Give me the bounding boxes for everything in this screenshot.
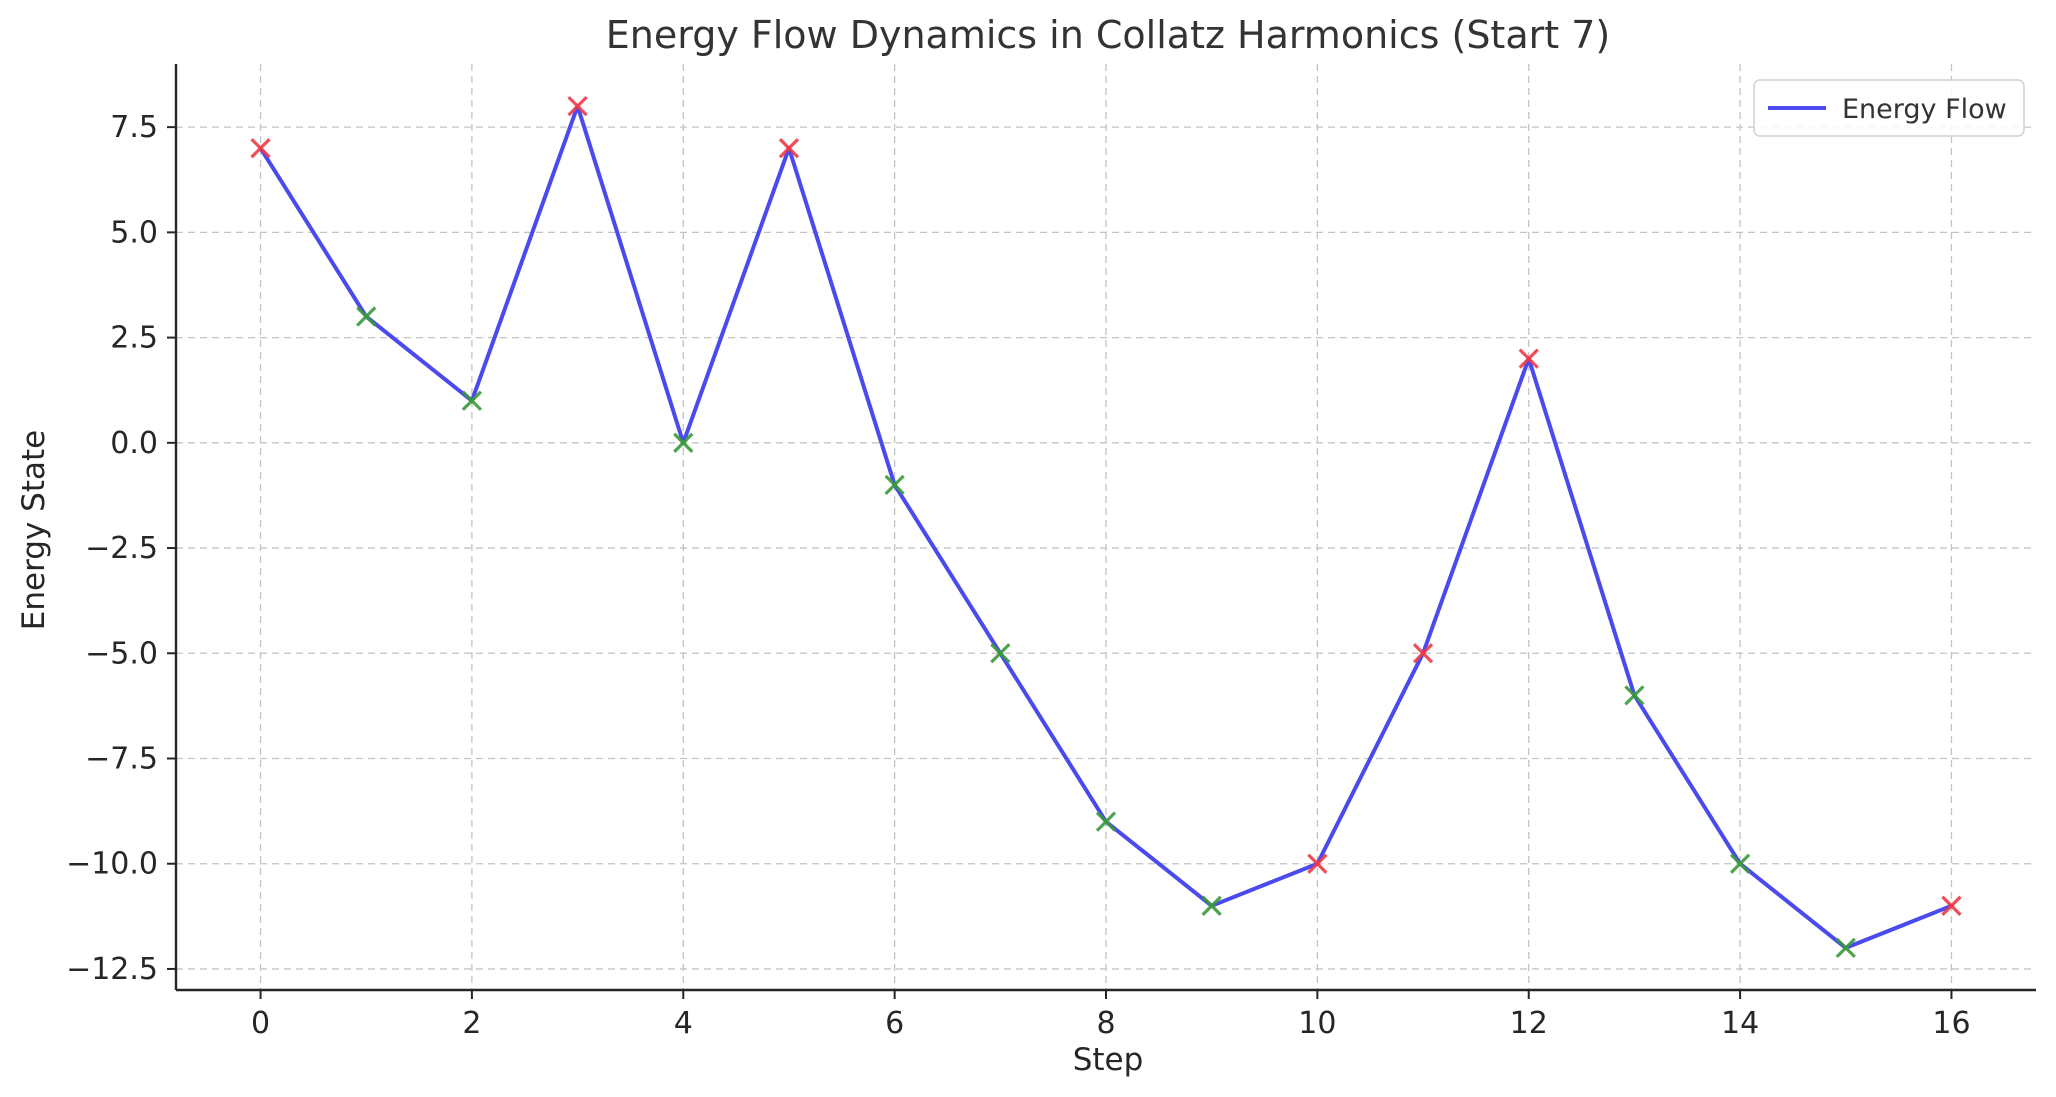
y-tick-label: −7.5 [85, 742, 158, 777]
x-tick-label: 10 [1298, 1006, 1336, 1041]
x-axis-title: Step [1073, 1042, 1144, 1078]
y-tick-label: 2.5 [110, 321, 158, 356]
y-axis-title: Energy State [16, 430, 52, 630]
y-tick-label: 0.0 [110, 426, 158, 461]
data-point-marker [1412, 643, 1434, 664]
x-tick-label: 2 [462, 1006, 481, 1041]
marker-stroke [1941, 895, 1962, 916]
y-tick-label: −5.0 [85, 636, 158, 671]
data-point-marker [356, 306, 377, 327]
x-tick-label: 4 [674, 1006, 693, 1041]
marker-stroke [1518, 348, 1539, 369]
data-point-marker [673, 432, 694, 453]
marker-layer [250, 95, 1962, 959]
y-tick-label: −2.5 [85, 531, 158, 566]
marker-stroke [1729, 853, 1751, 874]
data-point-marker [1095, 811, 1117, 832]
marker-stroke [461, 390, 483, 411]
y-tick-label: −12.5 [66, 952, 158, 987]
marker-stroke [1095, 811, 1117, 832]
grid [176, 64, 2036, 990]
marker-stroke [1307, 853, 1328, 874]
marker-stroke [1412, 643, 1434, 664]
x-tick-label: 0 [251, 1006, 270, 1041]
marker-stroke [567, 95, 588, 117]
x-tick-label: 12 [1510, 1006, 1548, 1041]
data-point-marker [250, 138, 271, 159]
data-point-marker [461, 390, 483, 411]
marker-stroke [1201, 895, 1222, 916]
data-point-marker [1835, 937, 1856, 959]
legend-label: Energy Flow [1842, 94, 2007, 125]
data-point-marker [1201, 895, 1222, 916]
marker-stroke [1835, 937, 1856, 959]
data-point-marker [1729, 853, 1751, 874]
x-tick-label: 8 [1096, 1006, 1115, 1041]
legend-box [1753, 79, 2025, 137]
legend: Energy Flow [1753, 79, 2025, 137]
y-tick-label: 7.5 [110, 110, 158, 145]
data-point-marker [1624, 685, 1645, 706]
data-point-marker [1518, 348, 1539, 369]
y-tick-label: −10.0 [66, 847, 158, 882]
x-tick-label: 14 [1721, 1006, 1759, 1041]
chart-title: Energy Flow Dynamics in Collatz Harmonic… [606, 13, 1610, 57]
y-tick-label: 5.0 [110, 215, 158, 250]
marker-stroke [1624, 685, 1645, 706]
data-point-marker [567, 95, 588, 117]
data-point-marker [884, 474, 905, 496]
marker-stroke [884, 474, 905, 496]
marker-stroke [990, 643, 1011, 664]
marker-stroke [250, 138, 271, 159]
marker-stroke [356, 306, 377, 327]
x-tick-label: 16 [1932, 1006, 1970, 1041]
data-point-marker [990, 643, 1011, 664]
marker-stroke [673, 432, 694, 453]
data-point-marker [1941, 895, 1962, 916]
tick-labels: 0 2 4 6 8 10 12 14 16 7.5 5.0 2.5 0.0 −2.5 −5.0 −7.5 −10… [66, 110, 1970, 1041]
axes [167, 64, 2036, 999]
marker-stroke [778, 138, 800, 159]
data-point-marker [778, 138, 800, 159]
x-tick-label: 6 [885, 1006, 904, 1041]
data-point-marker [1307, 853, 1328, 874]
